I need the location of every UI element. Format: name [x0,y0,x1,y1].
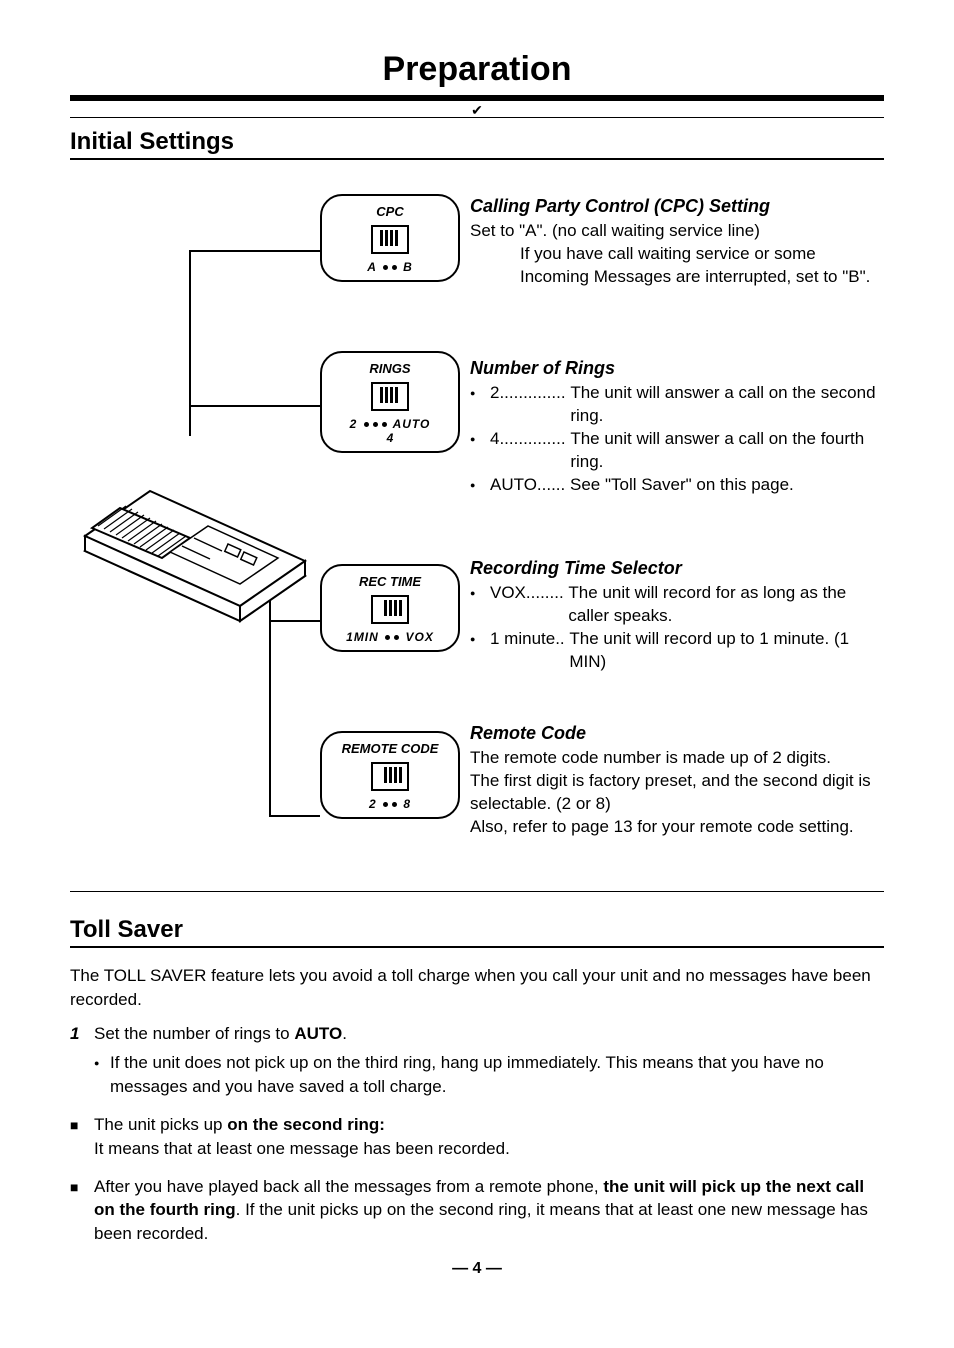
switch-cpc-scale: A B [326,260,454,274]
slider-icon [371,762,409,791]
desc-cpc: Calling Party Control (CPC) Setting Set … [470,194,884,289]
settings-diagram-area: CPC A B RINGS [70,176,884,906]
switch-remote-label: REMOTE CODE [326,741,454,756]
rule-thick [70,95,884,101]
desc-rings-4: 4.............. The unit will answer a c… [470,428,884,474]
toll-saver-body: The TOLL SAVER feature lets you avoid a … [70,964,884,1246]
desc-rings: Number of Rings 2.............. The unit… [470,356,884,497]
desc-rec-vox: VOX........ The unit will record for as … [470,582,884,628]
desc-cpc-line1: Set to "A". (no call waiting service lin… [470,220,884,243]
switch-rec-scale: 1MIN VOX [326,630,454,644]
desc-rec-1min: 1 minute.. The unit will record up to 1 … [470,628,884,674]
desc-rec: Recording Time Selector VOX........ The … [470,556,884,674]
desc-rings-auto: AUTO...... See "Toll Saver" on this page… [470,474,884,497]
toll-bullet-1: The unit picks up on the second ring: It… [70,1113,884,1161]
toll-intro: The TOLL SAVER feature lets you avoid a … [70,964,884,1012]
switch-rings: RINGS 2 AUTO 4 [320,351,460,453]
desc-remote-line2: The first digit is factory preset, and t… [470,770,884,816]
section-title-toll-saver: Toll Saver [70,916,884,944]
switch-rec-time: REC TIME 1MIN VOX [320,564,460,652]
desc-cpc-line2: If you have call waiting service or some… [470,243,884,289]
switch-rec-label: REC TIME [326,574,454,589]
slider-icon [371,382,409,411]
desc-remote-line1: The remote code number is made up of 2 d… [470,747,884,770]
desc-remote-title: Remote Code [470,721,884,745]
rule-thin [70,891,884,892]
section-underline [70,946,884,948]
switch-rings-scale: 2 AUTO [326,417,454,431]
switch-rings-sub: 4 [326,431,454,445]
desc-remote: Remote Code The remote code number is ma… [470,721,884,839]
desc-rings-title: Number of Rings [470,356,884,380]
tick-mark: ✔ [70,105,884,115]
switch-rings-label: RINGS [326,361,454,376]
section-underline [70,158,884,160]
switch-cpc: CPC A B [320,194,460,282]
step-number: 1 [70,1022,94,1046]
switch-remote-scale: 2 8 [326,797,454,811]
desc-remote-line3: Also, refer to page 13 for your remote c… [470,816,884,839]
section-title-initial-settings: Initial Settings [70,128,884,156]
toll-bullet-2: After you have played back all the messa… [70,1175,884,1246]
document-page: Preparation ✔ Initial Settings [0,0,954,1348]
desc-rings-2: 2.............. The unit will answer a c… [470,382,884,428]
slider-icon [371,595,409,624]
desc-cpc-title: Calling Party Control (CPC) Setting [470,194,884,218]
slider-icon [371,225,409,254]
toll-step-1-sub: If the unit does not pick up on the thir… [70,1051,884,1099]
page-number: — 4 — [70,1260,884,1278]
page-title: Preparation [70,50,884,89]
switch-cpc-label: CPC [326,204,454,219]
desc-rec-title: Recording Time Selector [470,556,884,580]
switch-remote-code: REMOTE CODE 2 8 [320,731,460,819]
toll-step-1: 1 Set the number of rings to AUTO. [70,1022,884,1046]
